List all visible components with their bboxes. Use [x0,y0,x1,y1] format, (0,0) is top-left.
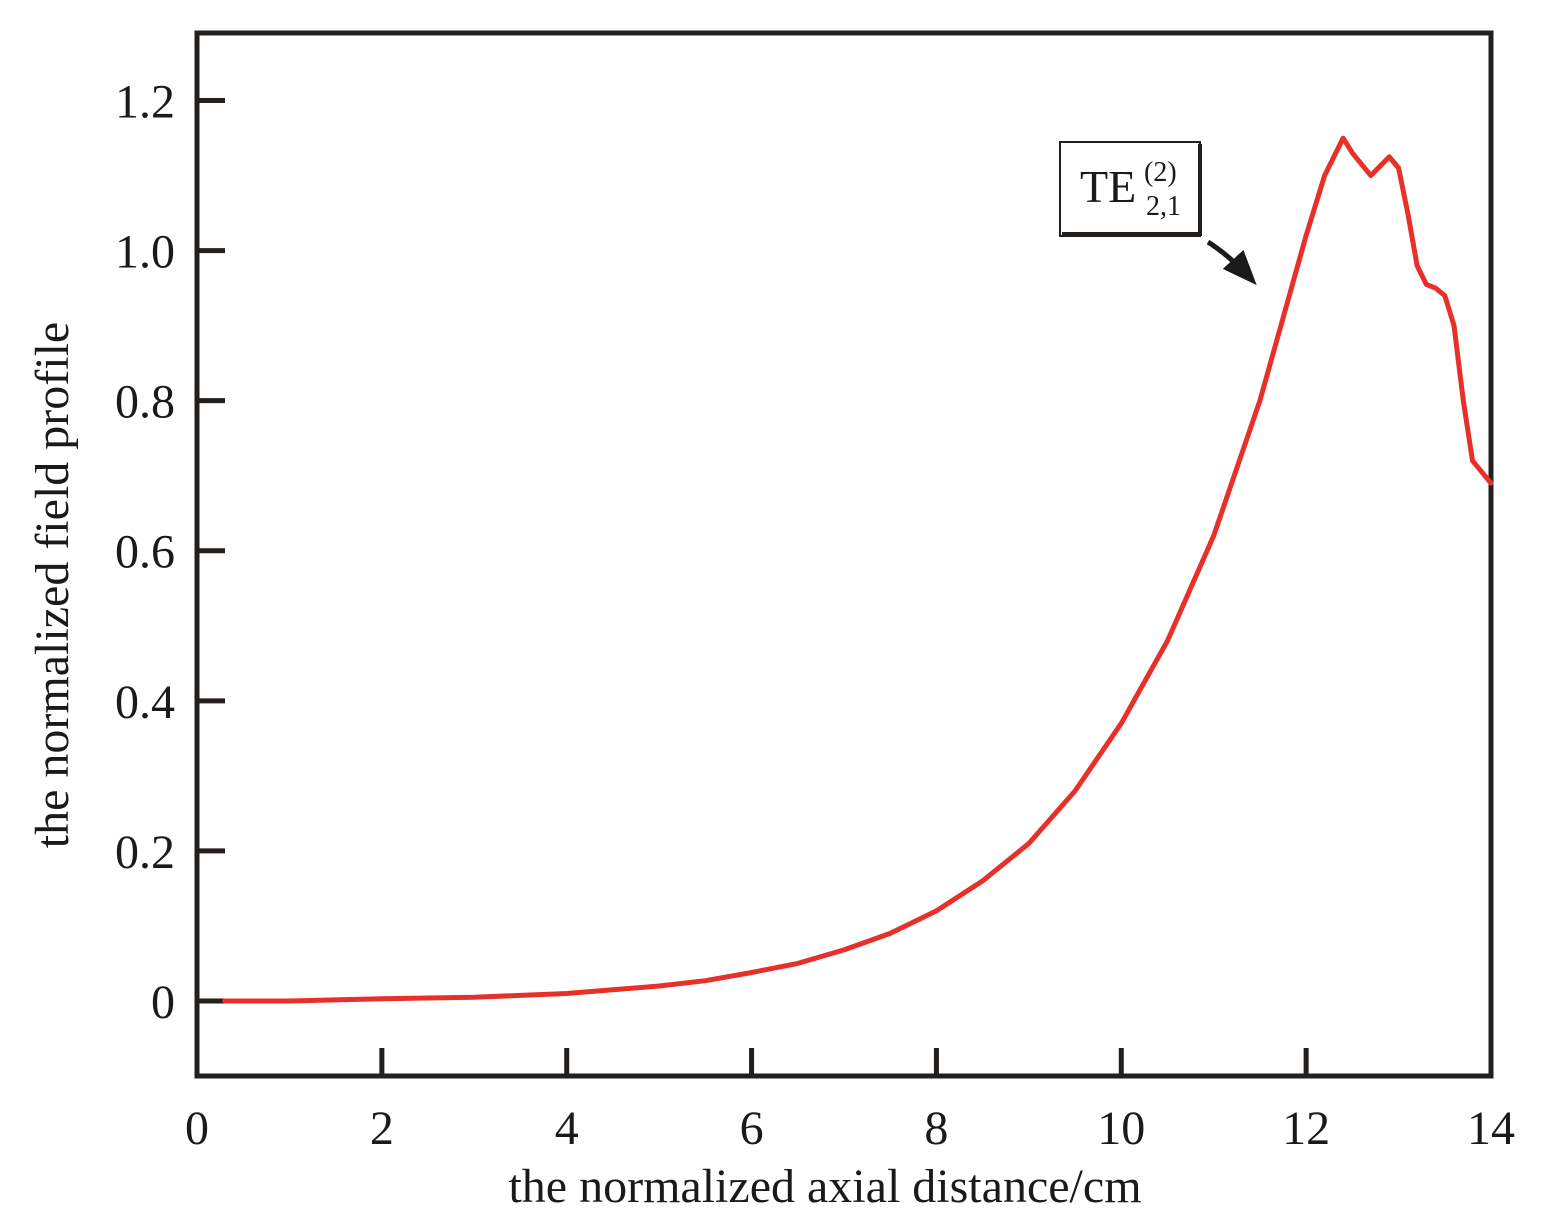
y-tick-label: 0.2 [115,826,175,879]
x-tick-label: 2 [370,1102,394,1155]
x-tick-label: 10 [1097,1102,1145,1155]
x-tick-label: 6 [740,1102,764,1155]
x-tick-label: 0 [185,1102,209,1155]
x-axis-ticks: 0 2 4 6 8 10 12 14 [185,1048,1515,1155]
y-tick-label: 0.6 [115,526,175,579]
x-tick-label: 14 [1467,1102,1515,1155]
annotation-arrow [1206,239,1257,286]
annotation-box: TE (2) 2,1 [1059,141,1202,237]
y-axis-ticks: 0 0.2 0.4 0.6 0.8 1.0 1.2 [115,76,225,1029]
x-axis-label: the normalized axial distance/cm [508,1160,1141,1213]
annotation-label-sub: 2,1 [1146,191,1181,222]
plot-frame [194,30,1494,1079]
y-tick-label: 1.0 [115,226,175,279]
y-tick-label: 0.8 [115,376,175,429]
y-tick-label: 1.2 [115,76,175,129]
series-line-te21 [222,135,1494,1004]
x-tick-label: 4 [555,1102,579,1155]
y-tick-label: 0.4 [115,676,175,729]
annotation-label-sup: (2) [1144,157,1177,188]
x-tick-label: 8 [924,1102,948,1155]
y-tick-label: 0 [151,976,175,1029]
annotation-label-main: TE [1080,161,1136,212]
x-tick-label: 12 [1282,1102,1330,1155]
y-axis-label: the normalized field profile [26,322,79,848]
